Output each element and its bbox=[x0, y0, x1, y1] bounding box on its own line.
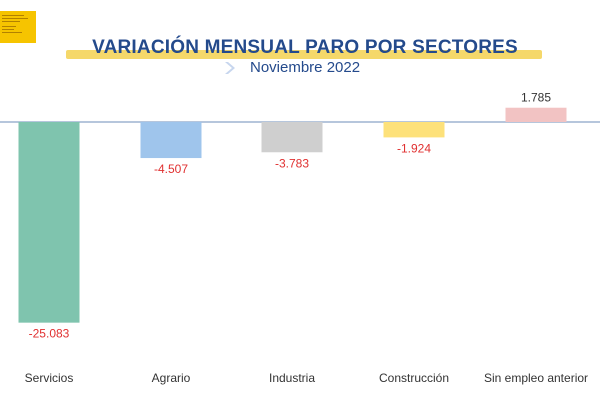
government-logo bbox=[0, 11, 36, 43]
value-label: 1.785 bbox=[521, 91, 551, 105]
category-label: Sin empleo anterior bbox=[484, 371, 588, 385]
value-label: -4.507 bbox=[154, 162, 188, 176]
category-label: Servicios bbox=[25, 371, 74, 385]
bar-sin-empleo-anterior bbox=[505, 107, 567, 122]
value-label: -1.924 bbox=[397, 141, 431, 155]
category-label: Construcción bbox=[379, 371, 449, 385]
value-label: -3.783 bbox=[275, 156, 309, 170]
category-label: Agrario bbox=[152, 371, 191, 385]
value-label: -25.083 bbox=[29, 327, 70, 341]
title-highlight bbox=[66, 50, 542, 59]
subtitle-block: Noviembre 2022 bbox=[222, 58, 422, 78]
chart-subtitle: Noviembre 2022 bbox=[250, 59, 361, 76]
bar-industria bbox=[261, 122, 323, 153]
bar-agrario bbox=[140, 122, 202, 159]
category-label: Industria bbox=[269, 371, 315, 385]
title-block: VARIACIÓN MENSUAL PARO POR SECTORES bbox=[60, 34, 550, 64]
chart-title: VARIACIÓN MENSUAL PARO POR SECTORES bbox=[92, 37, 518, 58]
bar-construcci-n bbox=[383, 122, 445, 138]
bar-servicios bbox=[18, 122, 80, 323]
chevron-right-icon bbox=[225, 62, 235, 74]
